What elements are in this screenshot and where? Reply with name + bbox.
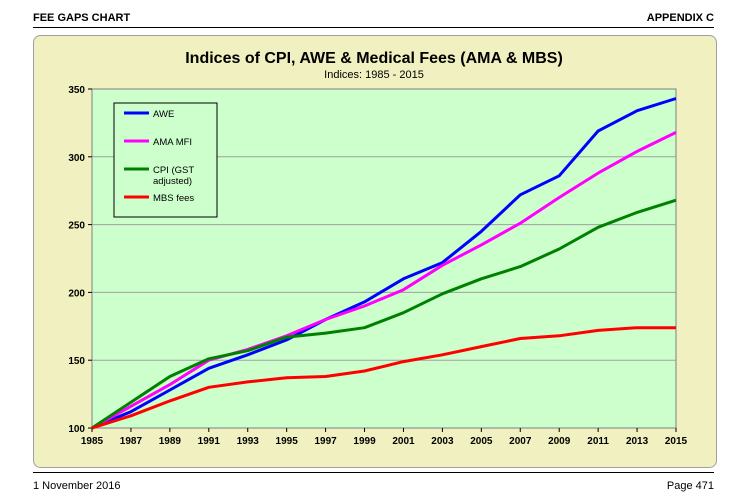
chart-title: Indices of CPI, AWE & Medical Fees (AMA …: [185, 50, 563, 67]
chart-container: Indices of CPI, AWE & Medical Fees (AMA …: [33, 35, 717, 473]
x-tick-label: 1999: [353, 436, 376, 447]
legend-label: AMA MFI: [153, 137, 192, 148]
x-tick-label: 2015: [665, 436, 688, 447]
x-tick-label: 1985: [81, 436, 104, 447]
series-line-2: [91, 198, 677, 430]
chart-subtitle: Indices: 1985 - 2015: [324, 69, 424, 81]
series-line-0: [91, 97, 677, 430]
y-tick-label: 300: [68, 153, 85, 164]
footer-page-number: Page 471: [666, 480, 714, 492]
x-tick-label: 1991: [198, 436, 221, 447]
x-tick-label: 1993: [237, 436, 260, 447]
header-appendix: APPENDIX C: [646, 12, 714, 24]
x-tick-label: 1995: [276, 436, 299, 447]
legend-label: AWE: [153, 109, 174, 120]
x-tick-label: 2009: [548, 436, 571, 447]
y-tick-label: 350: [68, 85, 85, 96]
y-tick-label: 250: [68, 221, 85, 232]
y-tick-label: 100: [68, 424, 85, 435]
x-tick-label: 2007: [509, 436, 532, 447]
x-tick-label: 2005: [470, 436, 493, 447]
x-tick-label: 2013: [626, 436, 649, 447]
x-tick-label: 2011: [587, 436, 609, 447]
x-tick-label: 1997: [314, 436, 337, 447]
legend-label: CPI (GST adjusted): [153, 165, 194, 187]
y-tick-label: 150: [68, 356, 85, 367]
x-tick-label: 1989: [159, 436, 182, 447]
x-tick-label: 2001: [392, 436, 415, 447]
chart: Indices of CPI, AWE & Medical Fees (AMA …: [33, 35, 717, 468]
header-title: FEE GAPS CHART: [33, 12, 131, 24]
footer-date: 1 November 2016: [33, 480, 121, 492]
series-line-1: [91, 131, 677, 430]
y-tick-label: 200: [68, 288, 85, 299]
footer-divider: [33, 472, 714, 473]
x-tick-label: 1987: [120, 436, 143, 447]
x-tick-label: 2003: [431, 436, 454, 447]
legend-label: MBS fees: [153, 193, 194, 204]
header-divider: [33, 27, 714, 28]
series-line-3: [91, 326, 676, 430]
